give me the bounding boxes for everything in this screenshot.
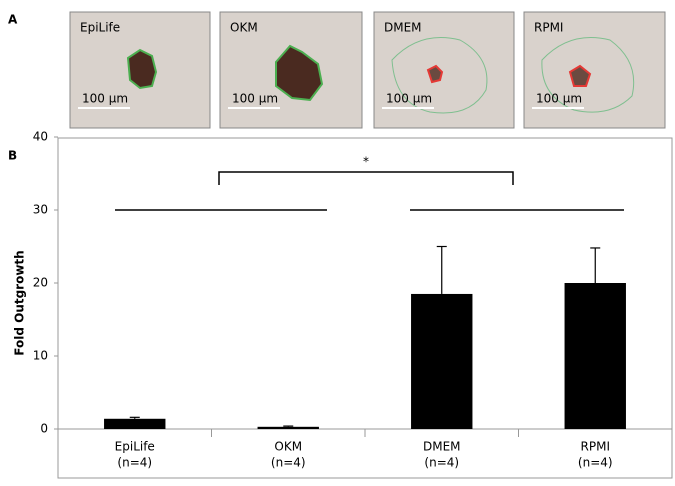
x-tick-sublabel: (n=4) (271, 456, 306, 470)
error-bar (590, 247, 601, 283)
outline-halo (541, 37, 635, 113)
panel-label: B (8, 149, 17, 163)
y-tick-label: 20 (33, 276, 48, 290)
outline-halo (391, 37, 488, 114)
y-tick-label: 10 (33, 349, 48, 363)
explant (426, 64, 444, 84)
image-label: DMEM (384, 21, 422, 35)
error-bar (436, 245, 447, 294)
image-label: RPMI (534, 21, 563, 35)
scale-label: 100 µm (82, 92, 128, 106)
x-tick-sublabel: (n=4) (578, 456, 613, 470)
image-label: EpiLife (80, 21, 120, 35)
panel-label: A (8, 13, 18, 27)
explant (568, 64, 592, 87)
scale-label: 100 µm (536, 92, 582, 106)
bar (257, 426, 319, 429)
y-tick-label: 40 (33, 130, 48, 144)
x-tick-sublabel: (n=4) (424, 456, 459, 470)
significance-bracket (218, 171, 514, 185)
explant (126, 48, 158, 90)
x-tick-label: EpiLife (115, 440, 155, 454)
bar (411, 293, 473, 429)
bar (104, 418, 166, 429)
scale-label: 100 µm (232, 92, 278, 106)
x-tick-label: RPMI (581, 440, 610, 454)
y-tick-label: 30 (33, 203, 48, 217)
x-tick-label: DMEM (423, 440, 461, 454)
error-bar (129, 416, 140, 419)
image-label: OKM (230, 21, 258, 35)
significance-label: * (363, 155, 369, 169)
bar (564, 283, 626, 429)
scale-label: 100 µm (386, 92, 432, 106)
y-tick-label: 0 (40, 422, 48, 436)
chart-frame (57, 137, 673, 479)
x-tick-label: OKM (274, 440, 302, 454)
x-tick-sublabel: (n=4) (117, 456, 152, 470)
y-axis-label: Fold Outgrowth (13, 250, 27, 355)
error-bar (283, 425, 294, 427)
explant (275, 44, 324, 102)
